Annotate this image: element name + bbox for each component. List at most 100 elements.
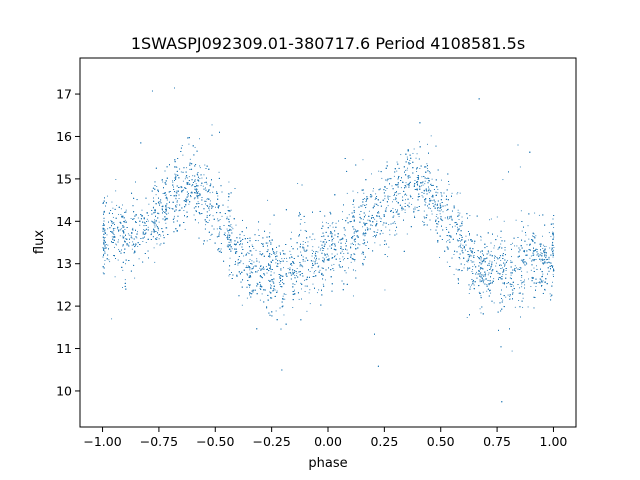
data-point xyxy=(271,285,273,287)
data-point xyxy=(313,272,315,274)
data-point xyxy=(220,248,222,250)
data-point xyxy=(304,260,306,262)
data-point xyxy=(480,273,481,275)
data-point xyxy=(493,278,495,280)
data-point xyxy=(468,256,470,258)
data-point xyxy=(138,258,140,260)
data-point xyxy=(122,235,124,237)
data-point xyxy=(143,233,145,235)
data-point xyxy=(105,244,107,245)
data-point xyxy=(180,171,182,173)
data-point xyxy=(227,236,229,237)
data-point xyxy=(193,198,195,200)
data-point xyxy=(216,228,218,230)
data-point xyxy=(480,275,482,277)
data-point xyxy=(107,244,109,246)
data-point xyxy=(231,226,233,228)
data-point xyxy=(338,241,339,243)
data-point xyxy=(409,159,411,161)
data-point xyxy=(361,253,363,255)
data-point xyxy=(176,200,178,202)
data-point xyxy=(435,216,437,217)
data-point xyxy=(500,243,502,245)
data-point xyxy=(175,175,177,177)
data-point xyxy=(284,298,286,300)
data-point xyxy=(197,174,199,176)
data-point xyxy=(531,277,533,279)
data-point xyxy=(166,198,168,200)
data-point xyxy=(279,252,281,254)
data-point xyxy=(376,216,378,217)
data-point xyxy=(299,263,301,265)
data-point xyxy=(464,264,466,266)
data-point xyxy=(497,248,499,250)
data-point xyxy=(438,210,440,212)
data-point xyxy=(302,241,304,242)
data-point xyxy=(153,247,155,249)
data-point xyxy=(320,240,322,242)
data-point xyxy=(431,178,433,180)
data-point xyxy=(514,306,516,308)
data-point xyxy=(311,255,313,257)
data-point xyxy=(552,253,554,255)
data-point xyxy=(340,246,342,248)
data-point xyxy=(414,206,416,208)
data-point xyxy=(290,274,292,276)
data-point xyxy=(302,256,304,258)
data-point xyxy=(505,274,507,275)
data-point xyxy=(211,124,213,126)
data-point xyxy=(227,199,229,201)
data-point xyxy=(188,203,190,205)
data-point xyxy=(252,272,254,274)
data-point xyxy=(380,218,382,220)
data-point xyxy=(181,186,183,188)
data-point xyxy=(541,258,543,260)
data-point xyxy=(331,264,333,266)
data-point xyxy=(172,180,173,182)
data-point xyxy=(553,247,555,248)
data-point xyxy=(206,183,208,185)
data-point xyxy=(285,293,287,295)
data-point xyxy=(480,251,482,253)
data-point xyxy=(473,261,475,263)
data-point xyxy=(511,256,512,258)
data-point xyxy=(500,278,502,280)
data-point xyxy=(251,271,253,273)
data-point xyxy=(230,224,232,226)
data-point xyxy=(319,249,321,251)
data-point xyxy=(188,176,190,178)
data-point xyxy=(502,179,504,181)
data-point xyxy=(436,214,438,215)
data-point xyxy=(206,198,208,200)
data-point xyxy=(406,233,408,235)
data-point xyxy=(157,229,159,231)
data-point xyxy=(270,271,272,273)
data-point xyxy=(457,230,459,232)
data-point xyxy=(467,258,469,260)
data-point xyxy=(484,258,486,260)
data-point xyxy=(292,307,294,308)
data-point xyxy=(158,238,160,240)
data-point xyxy=(103,239,105,241)
data-point xyxy=(276,252,278,254)
data-point xyxy=(477,256,478,258)
data-point xyxy=(428,192,430,194)
data-point xyxy=(131,237,133,239)
data-point xyxy=(130,218,132,219)
data-point xyxy=(549,293,551,295)
data-point xyxy=(118,239,119,241)
data-point xyxy=(483,279,485,281)
data-point xyxy=(166,203,168,205)
data-point xyxy=(550,295,552,297)
data-point xyxy=(409,194,411,196)
data-point xyxy=(382,224,384,226)
data-point xyxy=(228,241,230,243)
data-point xyxy=(253,248,255,249)
data-point xyxy=(300,282,302,284)
data-point xyxy=(341,250,343,252)
data-point xyxy=(376,220,378,222)
data-point xyxy=(305,279,307,281)
data-point xyxy=(329,245,331,247)
data-point xyxy=(257,270,259,271)
data-point xyxy=(333,263,335,265)
